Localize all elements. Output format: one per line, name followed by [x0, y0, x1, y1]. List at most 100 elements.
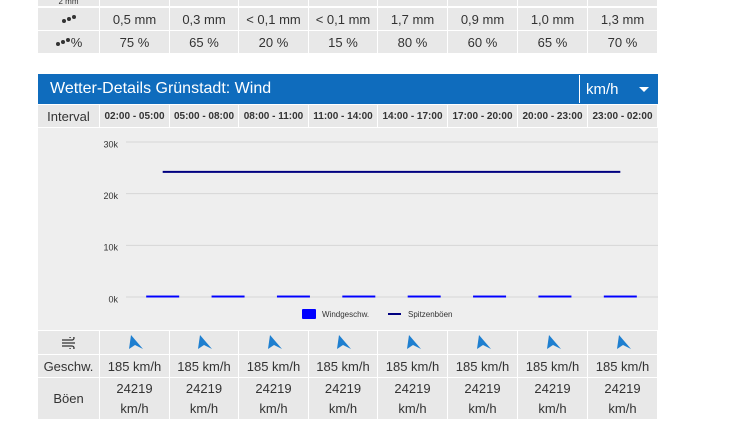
- precip-amount-cell-text: 0,9 mm: [460, 11, 505, 27]
- y-tick-label: 10k: [103, 243, 118, 253]
- speed-cell: 185 km/h: [378, 355, 448, 378]
- speed-cell: 185 km/h: [448, 355, 518, 378]
- direction-arrow: [546, 334, 561, 349]
- precip-amount-cell: 1,3 mm: [588, 8, 658, 31]
- interval-cell: 14:00 - 17:00: [378, 105, 448, 128]
- cut-row-cell: [170, 0, 239, 7]
- precip-prob-cell-text: 75 %: [119, 34, 150, 50]
- gusts-cell-text: 24219 km/h: [116, 380, 153, 416]
- rain-icon: [61, 15, 76, 23]
- wind-chart: 0k 10k 20k 30k Windgeschw. Spitzenböen: [38, 128, 658, 330]
- wind-bar: [211, 295, 245, 298]
- precip-amount-cell-text: 1,3 mm: [600, 11, 645, 27]
- direction-cell: [378, 331, 448, 355]
- interval-cell: 05:00 - 08:00: [170, 105, 239, 128]
- speed-cell: 185 km/h: [588, 355, 658, 378]
- speed-cell-text: 185 km/h: [107, 358, 162, 374]
- cut-row-cell: [588, 0, 658, 7]
- direction-cell: [518, 331, 588, 355]
- precip-prob-cell-text: 65 %: [537, 34, 568, 50]
- precip-prob-cell: 65 %: [518, 31, 588, 54]
- precip-amount-cell-text: 0,3 mm: [182, 11, 226, 27]
- direction-arrow: [267, 334, 282, 349]
- cut-text: 2 mm: [58, 0, 79, 6]
- precip-prob-cell: 65 %: [170, 31, 239, 54]
- speed-cell: 185 km/h: [170, 355, 239, 378]
- precip-amount-cell-text: < 0,1 mm: [246, 11, 301, 27]
- wind-icon: [61, 336, 75, 349]
- precip-prob-cell: 70 %: [588, 31, 658, 54]
- precip-amount-cell: 0,5 mm: [100, 8, 170, 31]
- direction-cell: [100, 331, 170, 355]
- gusts-cell-text: 24219 km/h: [464, 380, 501, 416]
- gusts-cell: 24219 km/h: [309, 378, 378, 420]
- precip-prob-label: %: [38, 31, 100, 54]
- wind-bar: [603, 295, 637, 298]
- speed-cell-text: 185 km/h: [525, 358, 580, 374]
- rain-icon: [55, 38, 70, 46]
- direction-cell: [588, 331, 658, 355]
- legend-label: Spitzenböen: [408, 310, 452, 319]
- y-tick-label: 30k: [103, 139, 118, 149]
- dropdown-arrow: [639, 87, 649, 92]
- precip-prob-cell: 80 %: [378, 31, 448, 54]
- cut-row-cell: [448, 0, 518, 7]
- precip-prob-cell-text: 80 %: [397, 34, 428, 50]
- y-tick-label: 0k: [108, 294, 118, 304]
- wind-bar: [538, 295, 572, 298]
- cut-row-cell: [100, 0, 170, 7]
- direction-arrow: [128, 334, 143, 349]
- speed-cell: 185 km/h: [309, 355, 378, 378]
- precip-prob-cell-text: 20 %: [258, 34, 289, 50]
- precip-prob-cell-text: 15 %: [328, 34, 358, 50]
- cut-row-cell: [239, 0, 309, 7]
- precip-amount-label: [38, 8, 100, 31]
- gusts-cell-text: 24219 km/h: [604, 380, 641, 416]
- unit-label: km/h: [586, 81, 619, 98]
- gusts-cell: 24219 km/h: [448, 378, 518, 420]
- direction-cell: [309, 331, 378, 355]
- gusts-cell-text: 24219 km/h: [324, 380, 362, 416]
- unit-dropdown[interactable]: km/h: [579, 75, 658, 103]
- wind-bar: [146, 295, 180, 298]
- speed-cell-text: 185 km/h: [177, 358, 231, 374]
- interval-cell: 20:00 - 23:00: [518, 105, 588, 128]
- gusts-cell: 24219 km/h: [100, 378, 170, 420]
- direction-cell: [239, 331, 309, 355]
- precip-prob-cell-text: 65 %: [189, 34, 219, 50]
- cut-row-label: 2 mm: [38, 0, 100, 7]
- speed-cell: 185 km/h: [100, 355, 170, 378]
- cut-row-cell: [378, 0, 448, 7]
- precip-amount-cell-text: 1,0 mm: [530, 11, 575, 27]
- gusts-cell: 24219 km/h: [518, 378, 588, 420]
- interval-cell-text: 17:00 - 20:00: [452, 110, 513, 122]
- header-bar: Wetter-Details Grünstadt: Wind km/h: [38, 74, 658, 104]
- gusts-cell-text: 24219 km/h: [185, 380, 223, 416]
- direction-label: [38, 331, 100, 355]
- interval-cell-text: 23:00 - 02:00: [592, 110, 653, 122]
- precip-amount-cell: 0,3 mm: [170, 8, 239, 31]
- direction-arrow: [616, 334, 631, 349]
- precip-amount-cell: < 0,1 mm: [309, 8, 378, 31]
- gusts-cell: 24219 km/h: [239, 378, 309, 420]
- precip-prob-cell: 15 %: [309, 31, 378, 54]
- header-title: Wetter-Details Grünstadt: Wind: [50, 80, 272, 97]
- gusts-label-text: Böen: [53, 391, 84, 406]
- interval-label-text: Interval: [47, 108, 90, 124]
- gusts-cell: 24219 km/h: [170, 378, 239, 420]
- interval-cell: 23:00 - 02:00: [588, 105, 658, 128]
- interval-cell-text: 20:00 - 23:00: [522, 110, 583, 122]
- gusts-cell: 24219 km/h: [378, 378, 448, 420]
- precip-prob-label-text: %: [70, 34, 83, 50]
- legend-label: Windgeschw.: [322, 310, 369, 319]
- interval-cell-text: 11:00 - 14:00: [313, 110, 373, 122]
- speed-label-text: Geschw.: [43, 358, 94, 374]
- speed-cell: 185 km/h: [518, 355, 588, 378]
- speed-cell-text: 185 km/h: [595, 358, 650, 374]
- interval-cell: 02:00 - 05:00: [100, 105, 170, 128]
- precip-prob-cell: 20 %: [239, 31, 309, 54]
- wind-bar: [407, 295, 441, 298]
- speed-cell-text: 185 km/h: [385, 358, 440, 374]
- direction-arrow: [406, 334, 421, 349]
